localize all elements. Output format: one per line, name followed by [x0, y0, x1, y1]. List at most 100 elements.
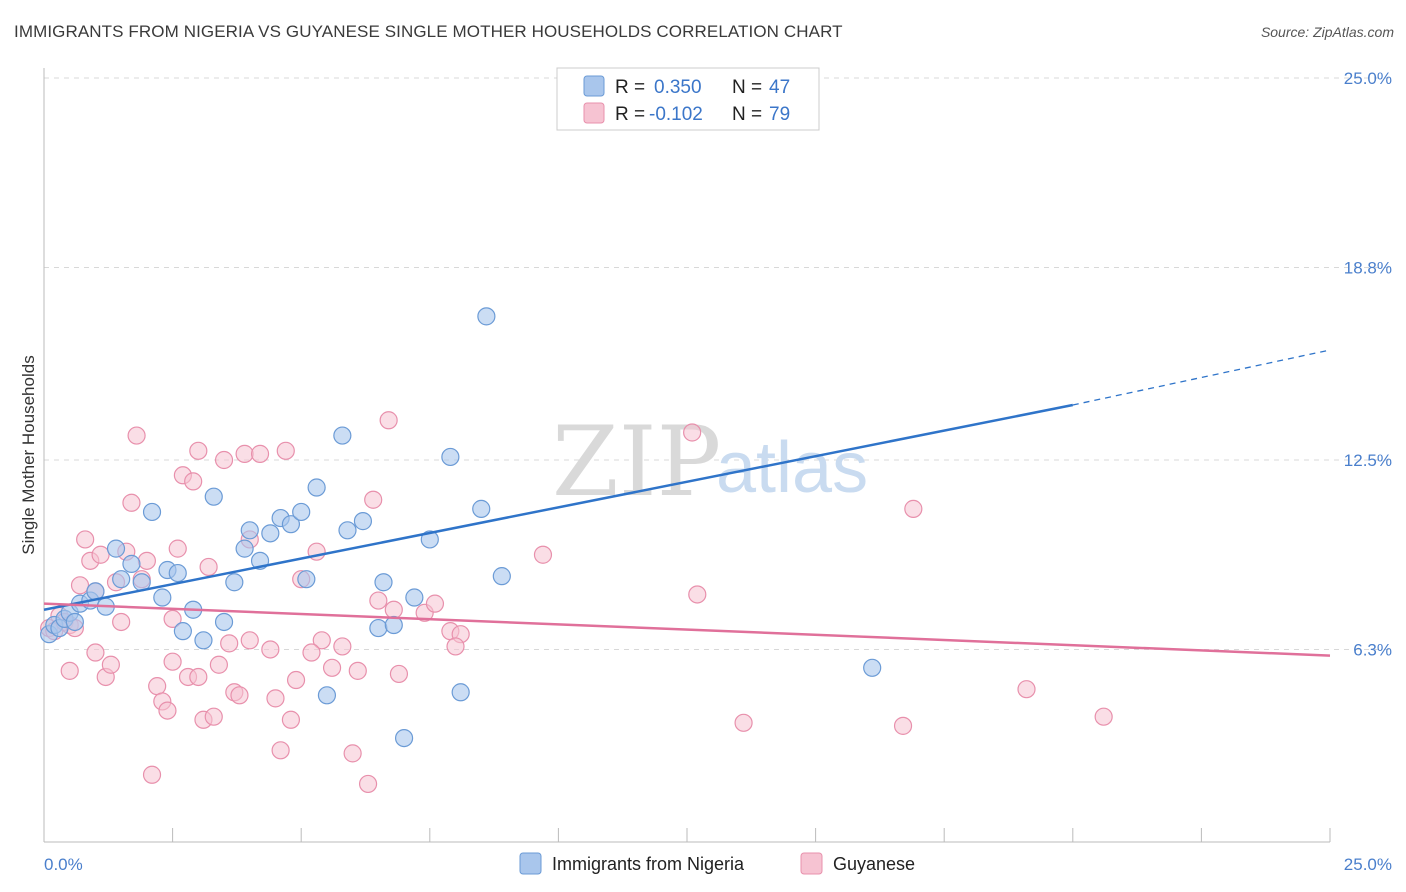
data-point-nigeria	[225, 573, 244, 592]
data-point-nigeria	[292, 502, 311, 522]
data-point-guyanese	[168, 539, 187, 558]
data-point-nigeria	[194, 631, 213, 650]
data-point-nigeria	[168, 563, 187, 583]
data-point-guyanese	[199, 557, 218, 577]
data-point-guyanese	[112, 612, 131, 632]
trend-line-nigeria	[43, 403, 1074, 611]
data-point-guyanese	[734, 713, 753, 732]
data-point-nigeria	[240, 521, 259, 540]
data-point-nigeria	[122, 554, 141, 574]
data-point-guyanese	[683, 423, 702, 442]
y-axis-title: Single Mother Households	[19, 355, 38, 554]
data-point-nigeria	[173, 622, 192, 641]
data-point-nigeria	[451, 683, 470, 702]
data-point-nigeria	[394, 728, 414, 748]
data-point-nigeria	[142, 502, 162, 522]
data-point-guyanese	[904, 499, 923, 518]
x-tick-label-max: 25.0%	[1344, 855, 1392, 874]
data-point-guyanese	[220, 634, 239, 653]
data-point-guyanese	[688, 585, 707, 604]
data-point-guyanese	[389, 664, 409, 684]
legend-r-value-nigeria: 0.350	[654, 77, 702, 98]
data-point-guyanese	[425, 594, 445, 613]
y-tick-label: 18.8%	[1344, 258, 1392, 277]
data-point-guyanese	[322, 658, 342, 677]
trend-line-nigeria-extension	[1072, 349, 1331, 406]
legend-r-value-guyanese: -0.102	[649, 104, 703, 125]
y-tick-labels: 6.3% 12.5% 18.8% 25.0%	[1344, 69, 1392, 659]
data-point-nigeria	[441, 447, 460, 467]
data-point-guyanese	[163, 652, 182, 671]
data-point-nigeria	[153, 588, 172, 607]
data-point-nigeria	[472, 499, 491, 518]
data-point-nigeria	[214, 612, 234, 632]
legend-swatch-nigeria	[583, 75, 605, 97]
data-point-guyanese	[209, 655, 228, 674]
data-point-guyanese	[214, 450, 234, 470]
data-point-guyanese	[189, 667, 208, 687]
data-point-nigeria	[261, 524, 280, 543]
data-point-guyanese	[101, 655, 120, 674]
bottom-legend-label-guyanese: Guyanese	[833, 854, 915, 874]
legend: R = 0.350 N = 47 R = -0.102 N = 79	[556, 67, 820, 131]
data-point-guyanese	[333, 637, 352, 656]
data-point-guyanese	[60, 661, 79, 680]
data-point-guyanese	[286, 670, 306, 690]
data-point-guyanese	[358, 774, 378, 794]
data-point-guyanese	[240, 631, 259, 650]
data-point-nigeria	[333, 426, 352, 445]
data-point-nigeria	[405, 588, 424, 607]
data-point-guyanese	[281, 710, 301, 729]
data-point-guyanese	[142, 765, 162, 784]
legend-r-label-nigeria: R =	[615, 77, 645, 98]
data-point-guyanese	[446, 637, 465, 656]
data-point-guyanese	[533, 545, 553, 564]
data-point-guyanese	[348, 661, 367, 680]
data-point-guyanese	[230, 686, 249, 705]
data-point-guyanese	[266, 689, 285, 708]
data-point-nigeria	[369, 618, 388, 638]
legend-n-label-guyanese: N =	[732, 104, 762, 125]
y-tick-label: 25.0%	[1344, 69, 1392, 88]
x-tick-label-min: 0.0%	[44, 855, 83, 874]
trend-line-guyanese	[43, 602, 1331, 657]
x-axis-ticks	[172, 828, 1331, 842]
data-point-nigeria	[281, 515, 301, 534]
y-tick-label: 6.3%	[1353, 640, 1392, 659]
data-point-guyanese	[302, 643, 321, 662]
data-point-guyanese	[148, 677, 167, 696]
data-point-nigeria	[374, 573, 393, 592]
bottom-legend-swatch-guyanese	[800, 852, 823, 875]
data-point-guyanese	[158, 701, 177, 720]
data-point-guyanese	[163, 609, 182, 629]
data-point-nigeria	[863, 658, 882, 677]
legend-r-label-guyanese: R =	[615, 104, 645, 125]
data-point-guyanese	[122, 493, 141, 512]
bottom-legend-label-nigeria: Immigrants from Nigeria	[552, 854, 745, 874]
data-point-guyanese	[127, 426, 146, 445]
data-point-guyanese	[250, 444, 270, 463]
data-point-nigeria	[477, 307, 496, 326]
data-point-guyanese	[204, 707, 223, 726]
bottom-legend-swatch-nigeria	[519, 852, 542, 875]
data-point-guyanese	[70, 576, 90, 595]
bottom-legend: Immigrants from Nigeria Guyanese	[519, 852, 915, 875]
data-point-guyanese	[379, 411, 398, 430]
legend-n-label-nigeria: N =	[732, 77, 762, 98]
data-point-guyanese	[384, 600, 403, 619]
data-point-nigeria	[112, 570, 131, 589]
legend-n-value-guyanese: 79	[769, 104, 790, 125]
y-tick-label: 12.5%	[1344, 451, 1392, 470]
data-point-guyanese	[137, 551, 156, 570]
chart-source: Source: ZipAtlas.com	[1260, 24, 1394, 40]
data-point-guyanese	[184, 472, 203, 491]
data-point-guyanese	[1017, 680, 1036, 699]
grid-lines	[44, 77, 1392, 650]
watermark: ZIP atlas	[552, 406, 868, 518]
data-point-guyanese	[893, 716, 913, 735]
data-point-guyanese	[261, 640, 280, 659]
data-point-nigeria	[420, 530, 439, 549]
data-point-nigeria	[235, 539, 254, 558]
legend-swatch-guyanese	[583, 102, 605, 124]
data-point-guyanese	[369, 591, 388, 610]
